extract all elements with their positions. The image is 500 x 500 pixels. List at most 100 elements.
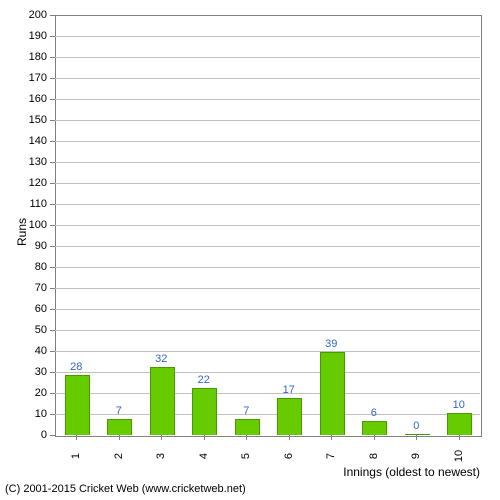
- y-tick-label: 180: [29, 51, 47, 63]
- y-tick-mark: [50, 57, 55, 58]
- y-gridline: [55, 99, 480, 100]
- y-gridline: [55, 78, 480, 79]
- bar: [447, 413, 472, 435]
- x-tick-mark: [459, 435, 460, 440]
- y-tick-mark: [50, 330, 55, 331]
- y-tick-label: 130: [29, 156, 47, 168]
- y-gridline: [55, 36, 480, 37]
- bar-value-label: 39: [325, 338, 337, 350]
- y-gridline: [55, 309, 480, 310]
- bar: [362, 421, 387, 435]
- x-tick-label: 10: [453, 450, 465, 462]
- bar-value-label: 10: [453, 399, 465, 411]
- y-tick-mark: [50, 36, 55, 37]
- bar-value-label: 17: [283, 384, 295, 396]
- y-tick-label: 120: [29, 177, 47, 189]
- y-tick-mark: [50, 162, 55, 163]
- copyright-text: (C) 2001-2015 Cricket Web (www.cricketwe…: [5, 483, 246, 495]
- x-tick-label: 8: [368, 453, 380, 459]
- x-tick-label: 4: [198, 453, 210, 459]
- y-tick-mark: [50, 393, 55, 394]
- x-tick-label: 3: [155, 453, 167, 459]
- bar-value-label: 0: [413, 420, 419, 432]
- chart-container: Runs Innings (oldest to newest) (C) 2001…: [0, 0, 500, 500]
- bar-value-label: 32: [155, 353, 167, 365]
- y-tick-mark: [50, 309, 55, 310]
- bar-value-label: 28: [70, 361, 82, 373]
- x-tick-mark: [204, 435, 205, 440]
- x-tick-mark: [246, 435, 247, 440]
- bar: [150, 367, 175, 435]
- y-gridline: [55, 288, 480, 289]
- x-tick-label: 7: [325, 453, 337, 459]
- y-gridline: [55, 372, 480, 373]
- y-tick-label: 190: [29, 30, 47, 42]
- y-tick-label: 0: [41, 429, 47, 441]
- bar-value-label: 7: [243, 405, 249, 417]
- y-tick-label: 10: [35, 408, 47, 420]
- y-tick-label: 80: [35, 261, 47, 273]
- y-tick-mark: [50, 15, 55, 16]
- y-gridline: [55, 162, 480, 163]
- x-tick-label: 5: [240, 453, 252, 459]
- y-tick-label: 50: [35, 324, 47, 336]
- x-tick-label: 1: [70, 453, 82, 459]
- y-tick-label: 40: [35, 345, 47, 357]
- y-gridline: [55, 183, 480, 184]
- y-tick-label: 30: [35, 366, 47, 378]
- y-tick-mark: [50, 183, 55, 184]
- x-tick-mark: [374, 435, 375, 440]
- bar: [235, 419, 260, 435]
- y-tick-mark: [50, 141, 55, 142]
- bar-value-label: 22: [198, 374, 210, 386]
- y-tick-mark: [50, 246, 55, 247]
- x-tick-mark: [119, 435, 120, 440]
- y-tick-label: 60: [35, 303, 47, 315]
- bar: [320, 352, 345, 435]
- y-tick-label: 100: [29, 219, 47, 231]
- bar: [107, 419, 132, 435]
- y-gridline: [55, 204, 480, 205]
- y-gridline: [55, 225, 480, 226]
- y-tick-label: 110: [29, 198, 47, 210]
- y-tick-mark: [50, 372, 55, 373]
- y-tick-mark: [50, 204, 55, 205]
- y-tick-mark: [50, 435, 55, 436]
- y-gridline: [55, 246, 480, 247]
- y-tick-mark: [50, 225, 55, 226]
- y-tick-label: 170: [29, 72, 47, 84]
- y-tick-label: 70: [35, 282, 47, 294]
- y-tick-label: 140: [29, 135, 47, 147]
- y-tick-mark: [50, 414, 55, 415]
- x-tick-mark: [161, 435, 162, 440]
- x-tick-label: 2: [113, 453, 125, 459]
- bar-value-label: 6: [371, 407, 377, 419]
- y-axis-label: Runs: [15, 218, 29, 246]
- x-tick-label: 9: [410, 453, 422, 459]
- y-tick-mark: [50, 288, 55, 289]
- x-tick-mark: [331, 435, 332, 440]
- y-tick-mark: [50, 78, 55, 79]
- bar: [277, 398, 302, 435]
- y-gridline: [55, 57, 480, 58]
- y-gridline: [55, 330, 480, 331]
- x-tick-mark: [416, 435, 417, 440]
- y-gridline: [55, 120, 480, 121]
- y-tick-label: 90: [35, 240, 47, 252]
- y-gridline: [55, 393, 480, 394]
- y-gridline: [55, 351, 480, 352]
- y-gridline: [55, 267, 480, 268]
- y-gridline: [55, 141, 480, 142]
- y-tick-label: 200: [29, 9, 47, 21]
- y-tick-label: 160: [29, 93, 47, 105]
- y-tick-mark: [50, 99, 55, 100]
- x-tick-label: 6: [283, 453, 295, 459]
- y-tick-label: 20: [35, 387, 47, 399]
- x-tick-mark: [289, 435, 290, 440]
- bar-value-label: 7: [116, 405, 122, 417]
- y-tick-mark: [50, 120, 55, 121]
- x-axis-label: Innings (oldest to newest): [343, 465, 480, 479]
- y-tick-mark: [50, 267, 55, 268]
- bar: [405, 434, 430, 435]
- y-tick-mark: [50, 351, 55, 352]
